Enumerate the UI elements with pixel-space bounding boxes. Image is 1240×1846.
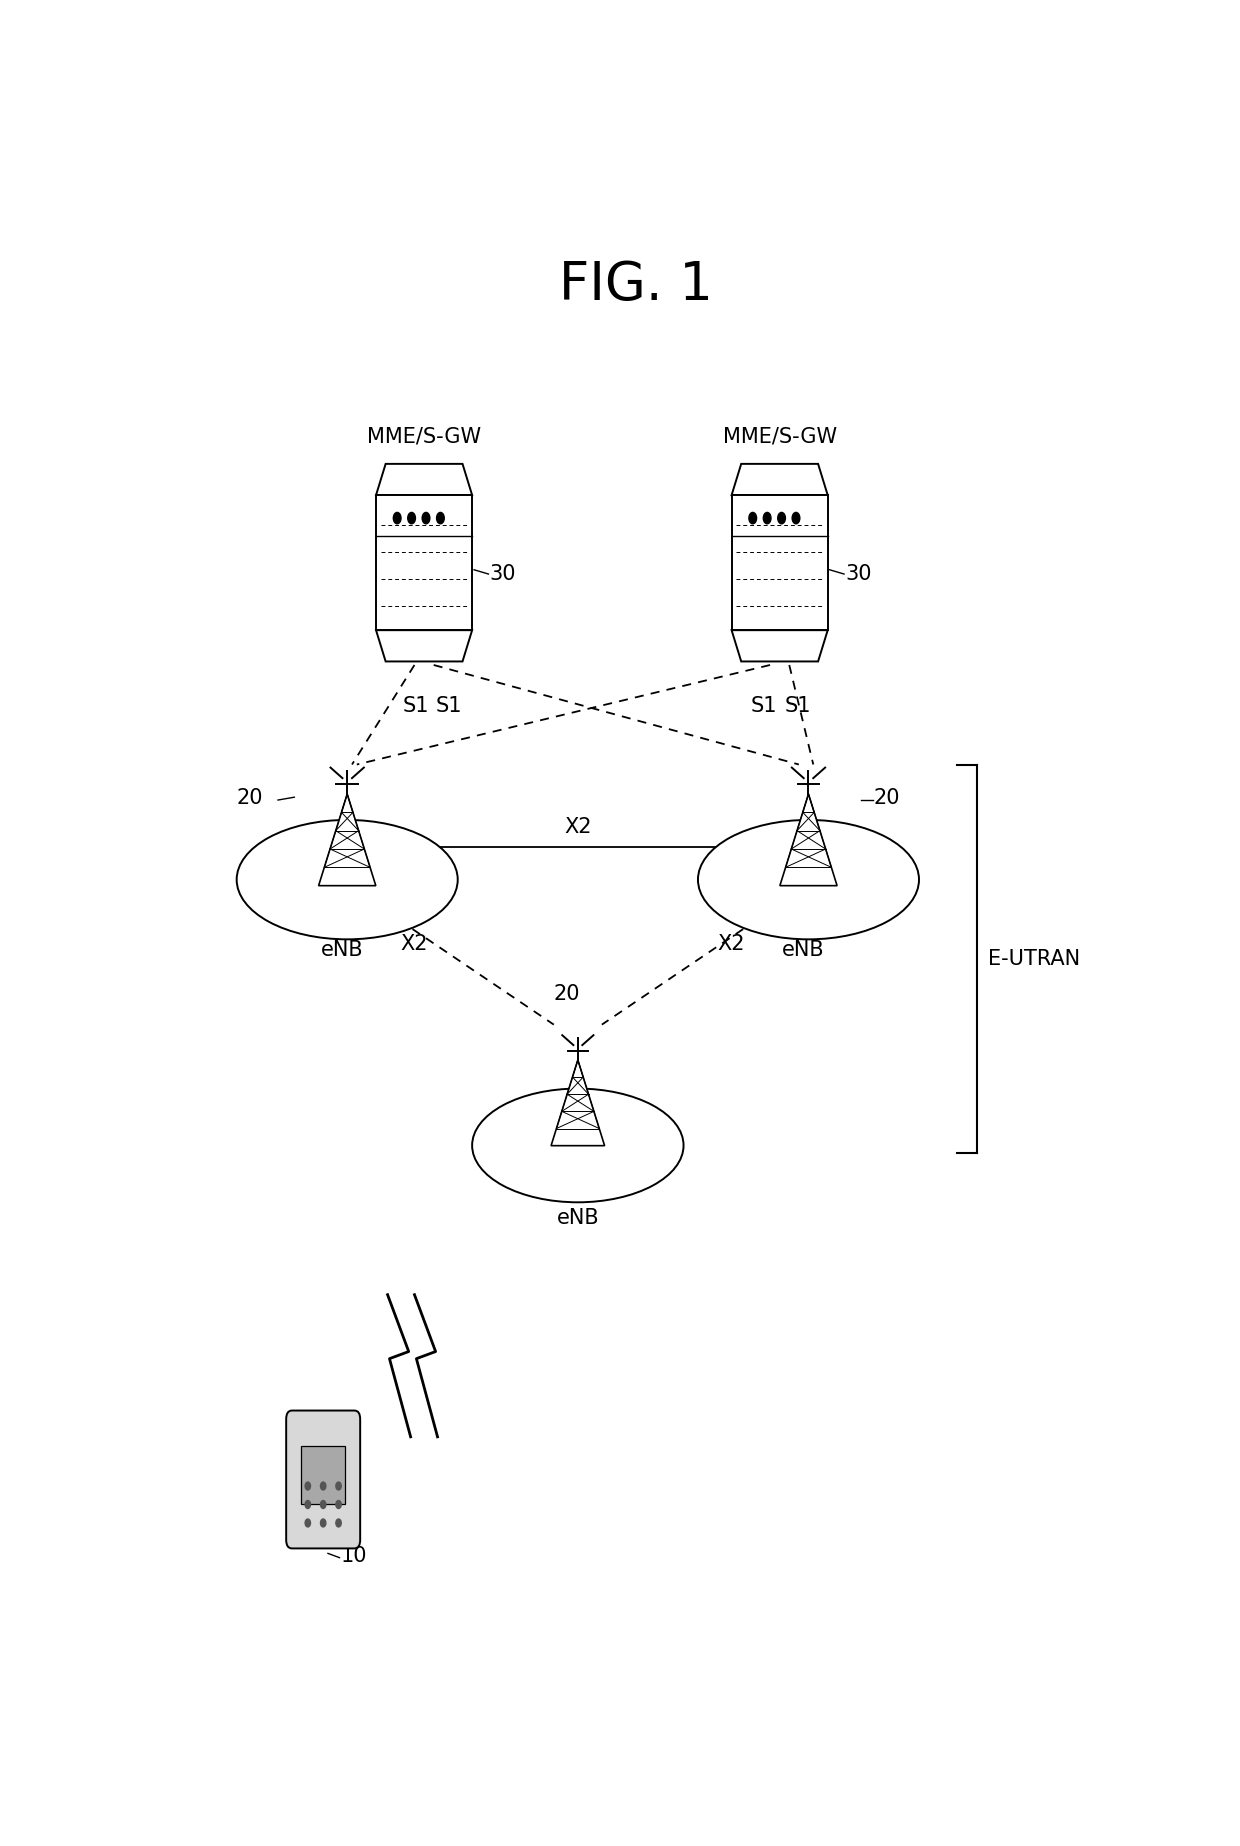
Text: MME/S-GW: MME/S-GW — [723, 426, 837, 447]
Polygon shape — [376, 629, 472, 661]
Text: eNB: eNB — [321, 940, 363, 960]
Circle shape — [305, 1482, 310, 1490]
Circle shape — [436, 513, 444, 524]
Circle shape — [764, 513, 771, 524]
Text: S1: S1 — [751, 696, 777, 716]
Circle shape — [336, 1519, 341, 1527]
Circle shape — [320, 1482, 326, 1490]
Text: X2: X2 — [401, 934, 428, 954]
Circle shape — [305, 1519, 310, 1527]
Polygon shape — [732, 629, 828, 661]
Polygon shape — [780, 794, 837, 886]
Circle shape — [305, 1501, 310, 1508]
Circle shape — [777, 513, 785, 524]
Polygon shape — [319, 794, 376, 886]
Text: 30: 30 — [844, 565, 872, 583]
Text: 20: 20 — [554, 984, 580, 1004]
Ellipse shape — [698, 820, 919, 940]
Circle shape — [320, 1501, 326, 1508]
Circle shape — [320, 1519, 326, 1527]
FancyBboxPatch shape — [376, 495, 472, 629]
Text: 10: 10 — [341, 1545, 367, 1565]
Circle shape — [336, 1501, 341, 1508]
FancyBboxPatch shape — [301, 1445, 345, 1504]
Text: 30: 30 — [490, 565, 516, 583]
Text: 20: 20 — [874, 788, 900, 809]
Polygon shape — [732, 463, 828, 495]
Circle shape — [408, 513, 415, 524]
Polygon shape — [376, 463, 472, 495]
Circle shape — [393, 513, 401, 524]
Polygon shape — [551, 1060, 605, 1146]
Text: S1: S1 — [785, 696, 811, 716]
Text: X2: X2 — [564, 816, 591, 836]
Text: 20: 20 — [237, 788, 263, 809]
Text: eNB: eNB — [557, 1207, 599, 1228]
Text: S1: S1 — [403, 696, 429, 716]
FancyBboxPatch shape — [286, 1410, 360, 1549]
Text: FIG. 1: FIG. 1 — [558, 260, 713, 312]
Circle shape — [792, 513, 800, 524]
Circle shape — [336, 1482, 341, 1490]
FancyBboxPatch shape — [732, 495, 828, 629]
Text: MME/S-GW: MME/S-GW — [367, 426, 481, 447]
Circle shape — [422, 513, 430, 524]
Text: eNB: eNB — [782, 940, 825, 960]
Ellipse shape — [472, 1089, 683, 1202]
Text: X2: X2 — [717, 934, 745, 954]
Text: S1: S1 — [435, 696, 463, 716]
Ellipse shape — [237, 820, 458, 940]
Circle shape — [749, 513, 756, 524]
Text: E-UTRAN: E-UTRAN — [988, 949, 1080, 969]
